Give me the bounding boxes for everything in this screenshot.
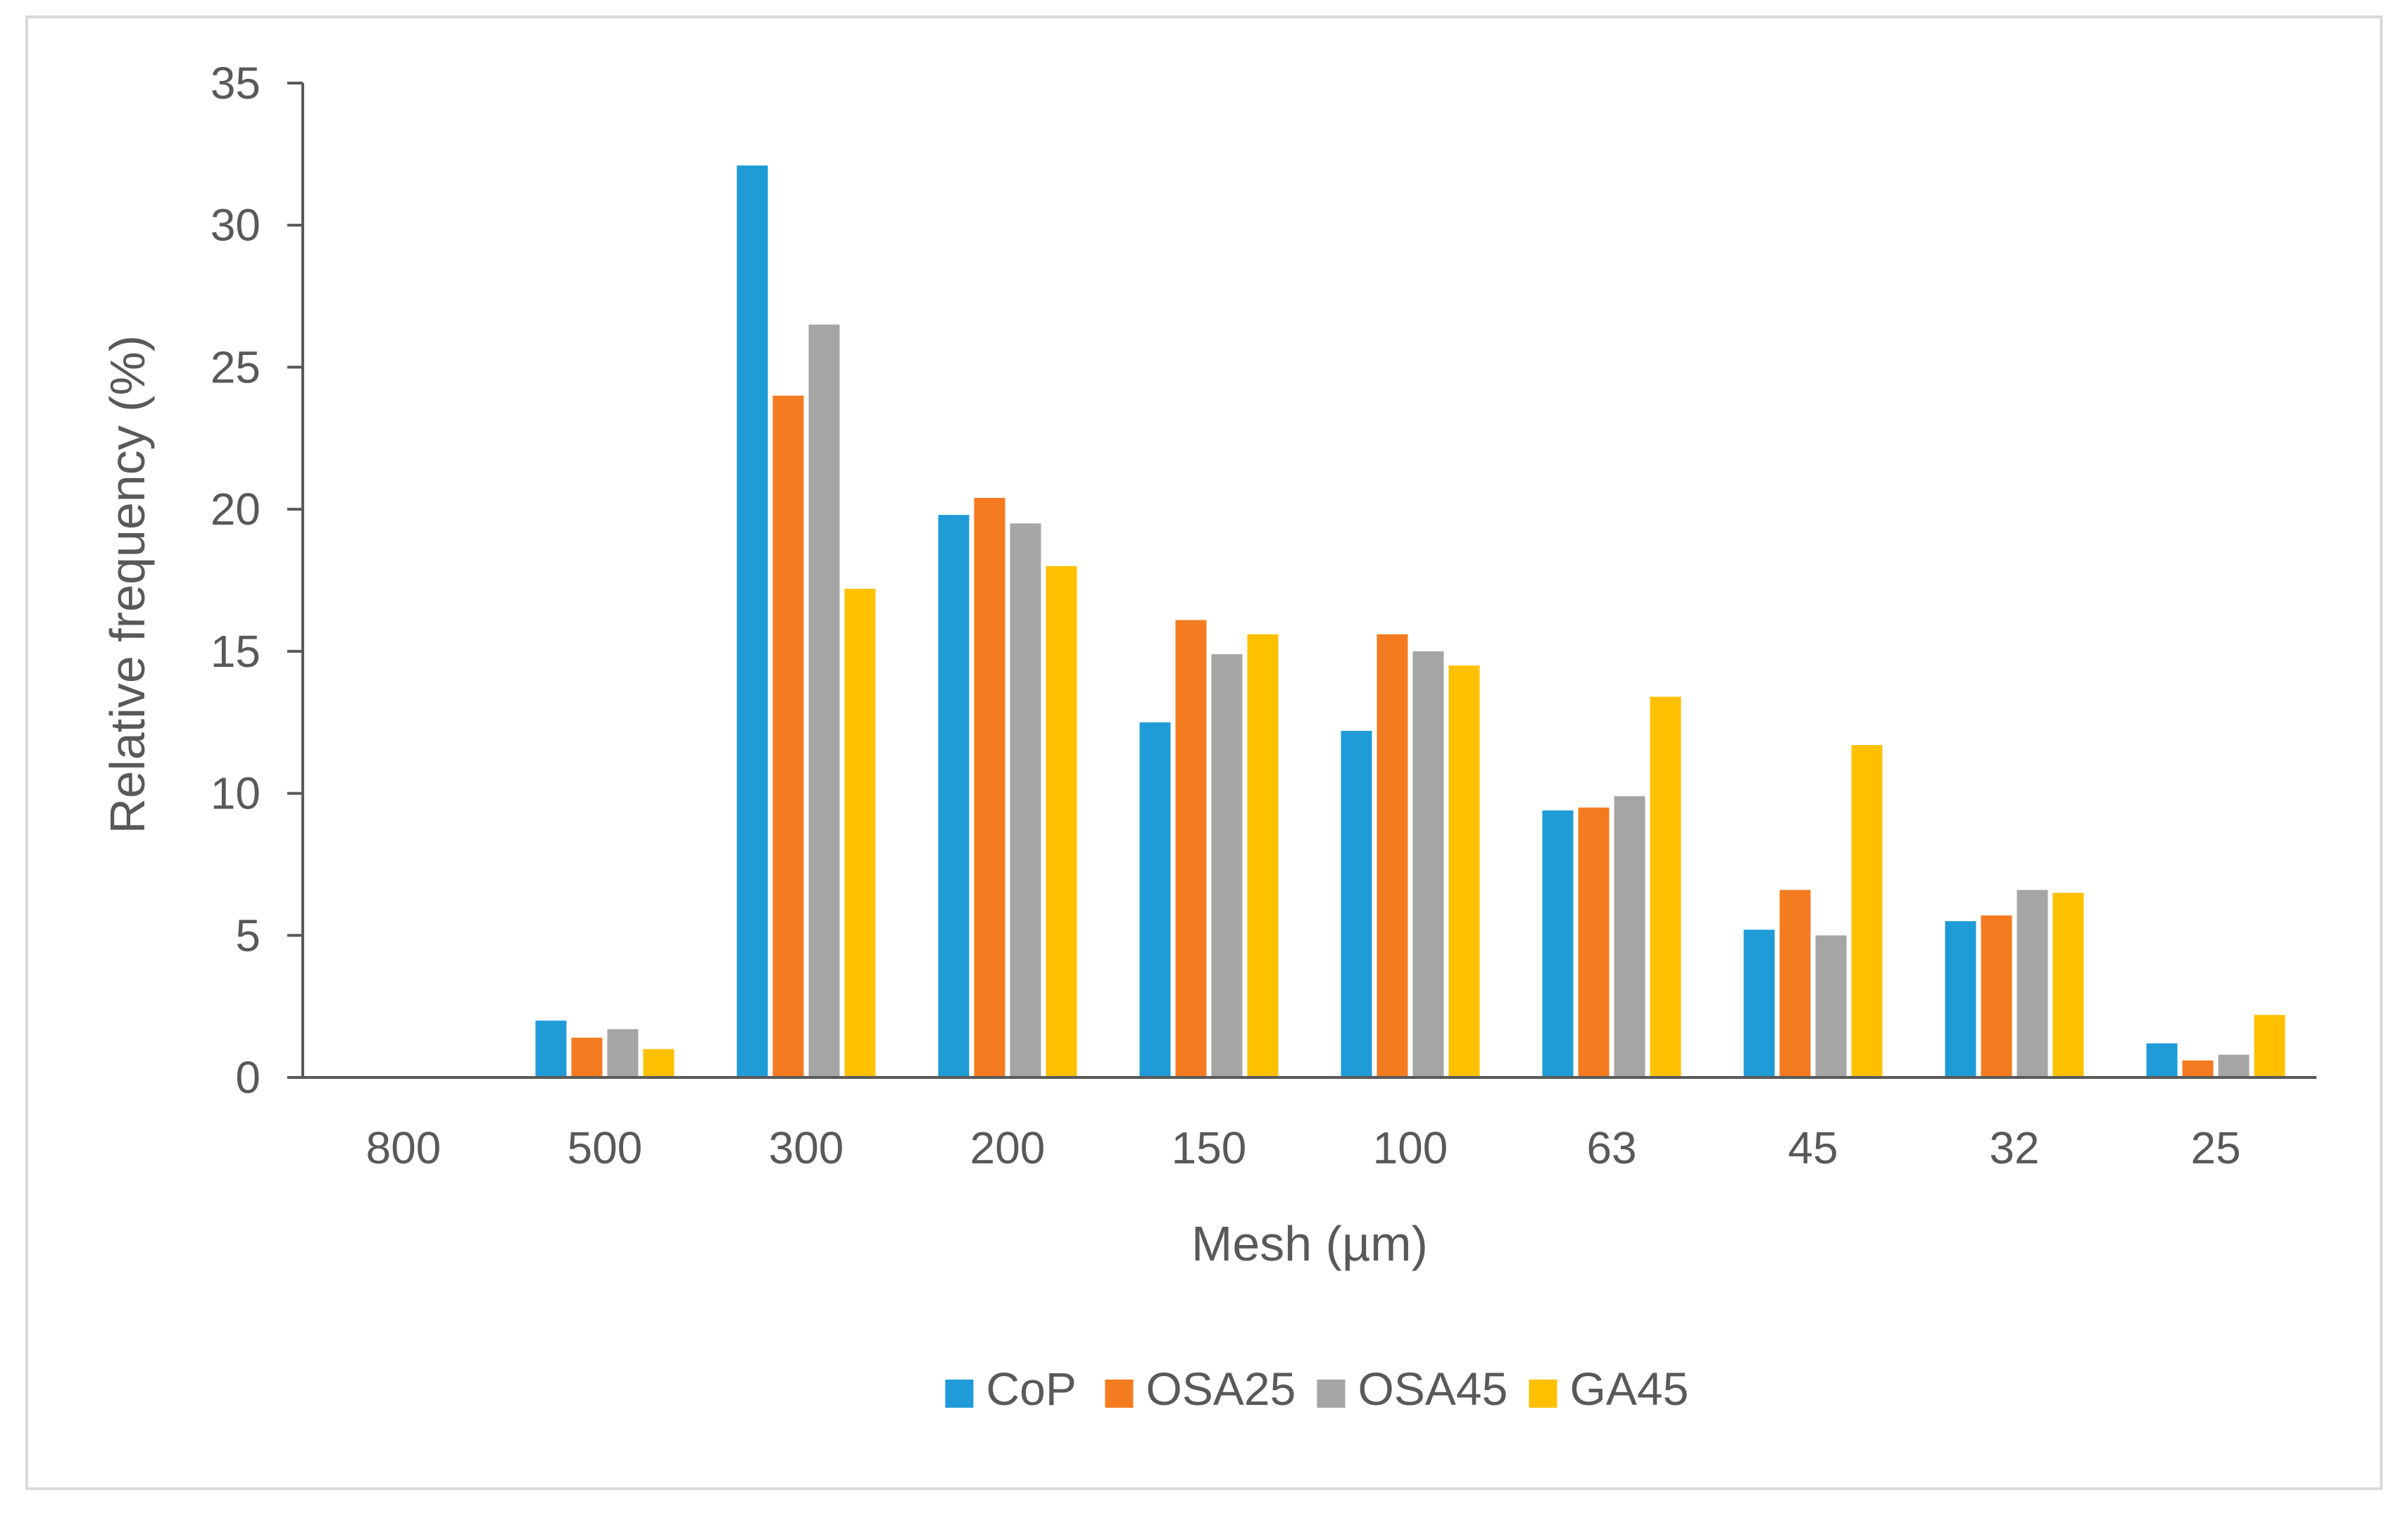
legend-item-osa45: OSA45 xyxy=(1317,1363,1508,1415)
x-tick-label: 63 xyxy=(1586,1123,1636,1173)
y-tick-label: 10 xyxy=(211,768,261,819)
legend-swatch xyxy=(1529,1380,1557,1408)
bar-cop-200 xyxy=(938,515,970,1077)
bar-ga45-32 xyxy=(2052,892,2084,1077)
bar-ga45-100 xyxy=(1448,665,1480,1077)
bars-layer xyxy=(535,165,2285,1077)
bar-osa45-25 xyxy=(2218,1054,2250,1077)
bar-cop-45 xyxy=(1743,930,1775,1077)
bar-osa25-500 xyxy=(571,1037,603,1077)
y-tick-label: 30 xyxy=(211,200,261,251)
legend-swatch xyxy=(1317,1380,1346,1408)
bar-cop-150 xyxy=(1139,722,1171,1077)
bar-osa25-32 xyxy=(1981,915,2012,1077)
legend: CoP OSA25 OSA45 GA45 xyxy=(945,1363,1689,1415)
bar-osa25-63 xyxy=(1578,807,1610,1077)
legend-swatch xyxy=(1105,1380,1134,1408)
x-tick-label: 32 xyxy=(1989,1123,2039,1173)
bar-osa25-300 xyxy=(772,395,804,1077)
bar-cop-500 xyxy=(535,1020,567,1077)
bar-osa45-100 xyxy=(1412,651,1444,1077)
bar-cop-25 xyxy=(2146,1043,2178,1077)
x-tick-label: 100 xyxy=(1373,1123,1448,1173)
bar-cop-100 xyxy=(1341,730,1372,1077)
x-tick-label: 150 xyxy=(1172,1123,1247,1173)
bar-osa25-200 xyxy=(974,498,1005,1077)
legend-swatch xyxy=(945,1380,974,1408)
y-tick-label: 35 xyxy=(211,58,261,108)
bar-ga45-150 xyxy=(1247,634,1279,1077)
x-tick-label: 500 xyxy=(567,1123,643,1173)
legend-label: OSA25 xyxy=(1146,1363,1296,1415)
x-axis-title: Mesh (µm) xyxy=(1191,1216,1428,1271)
y-tick-label: 15 xyxy=(211,626,261,677)
bar-cop-300 xyxy=(736,165,768,1077)
bar-osa45-300 xyxy=(808,324,840,1077)
x-tick-label: 300 xyxy=(769,1123,844,1173)
bar-osa45-150 xyxy=(1211,654,1243,1077)
legend-label: CoP xyxy=(986,1363,1077,1415)
bar-ga45-63 xyxy=(1650,696,1681,1077)
bar-osa45-63 xyxy=(1614,796,1645,1077)
legend-item-ga45: GA45 xyxy=(1529,1363,1689,1415)
bar-osa25-25 xyxy=(2182,1060,2214,1077)
y-axis-ticks: 0 5 10 15 20 25 30 35 xyxy=(211,58,303,1103)
y-tick-label: 25 xyxy=(211,342,261,392)
x-axis-ticks: 800 500 300 200 150 100 63 45 32 25 xyxy=(366,1123,2241,1173)
bar-osa45-32 xyxy=(2017,889,2048,1077)
legend-item-cop: CoP xyxy=(945,1363,1077,1415)
x-tick-label: 45 xyxy=(1788,1123,1838,1173)
bar-osa25-150 xyxy=(1175,620,1207,1077)
bar-osa25-100 xyxy=(1377,634,1408,1077)
bar-ga45-200 xyxy=(1046,565,1077,1077)
bar-osa45-500 xyxy=(607,1029,639,1077)
bar-ga45-500 xyxy=(643,1049,675,1077)
bar-ga45-45 xyxy=(1851,745,1883,1077)
bar-cop-32 xyxy=(1945,921,1976,1077)
bar-ga45-25 xyxy=(2254,1015,2285,1077)
x-tick-label: 25 xyxy=(2190,1123,2240,1173)
legend-label: OSA45 xyxy=(1358,1363,1508,1415)
bar-osa25-45 xyxy=(1779,889,1811,1077)
y-tick-label: 20 xyxy=(211,484,261,535)
bar-ga45-300 xyxy=(844,589,876,1077)
legend-label: GA45 xyxy=(1570,1363,1689,1415)
y-tick-label: 0 xyxy=(235,1052,261,1103)
axes-layer xyxy=(301,83,2316,1079)
legend-item-osa25: OSA25 xyxy=(1105,1363,1296,1415)
bar-osa45-200 xyxy=(1010,523,1041,1077)
y-tick-label: 5 xyxy=(235,910,261,961)
bar-osa45-45 xyxy=(1815,935,1847,1077)
x-tick-label: 200 xyxy=(970,1123,1046,1173)
y-axis-title: Relative frequency (%) xyxy=(100,335,155,834)
x-tick-label: 800 xyxy=(366,1123,441,1173)
bar-cop-63 xyxy=(1542,810,1574,1077)
